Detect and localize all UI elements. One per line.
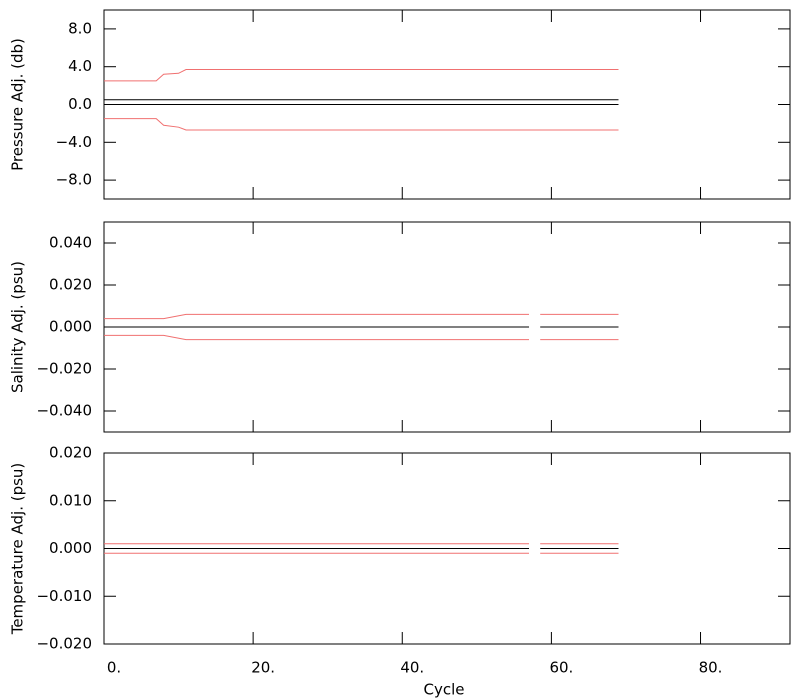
x-tick-label: 20. (251, 659, 275, 677)
data-line (104, 313, 619, 320)
y-tick-label: 0.000 (49, 539, 92, 557)
y-tick-label: −0.020 (36, 360, 92, 378)
y-axis-label: Temperature Adj. (psu) (9, 463, 27, 636)
y-tick-label: 0.0 (68, 95, 92, 113)
data-line (104, 69, 619, 82)
y-tick-label: 8.0 (68, 19, 92, 37)
y-tick-label: 0.020 (49, 444, 92, 462)
x-tick-label: 0. (107, 659, 121, 677)
y-tick-label: −4.0 (56, 133, 92, 151)
y-tick-label: −0.040 (36, 402, 92, 420)
y-tick-label: 0.010 (49, 491, 92, 509)
y-tick-label: 0.000 (49, 318, 92, 336)
x-axis-label: Cycle (424, 681, 465, 699)
y-axis-label: Salinity Adj. (psu) (9, 261, 27, 393)
y-tick-label: 4.0 (68, 57, 92, 75)
x-tick-label: 60. (549, 659, 573, 677)
y-tick-label: −8.0 (56, 171, 92, 189)
y-tick-label: 0.020 (49, 276, 92, 294)
data-line (104, 334, 619, 341)
y-axis-label: Pressure Adj. (db) (9, 38, 27, 171)
data-line (104, 118, 619, 131)
y-tick-label: 0.040 (49, 234, 92, 252)
x-tick-label: 80. (699, 659, 723, 677)
x-tick-label: 40. (400, 659, 424, 677)
y-tick-label: −0.010 (36, 587, 92, 605)
y-tick-label: −0.020 (36, 635, 92, 653)
